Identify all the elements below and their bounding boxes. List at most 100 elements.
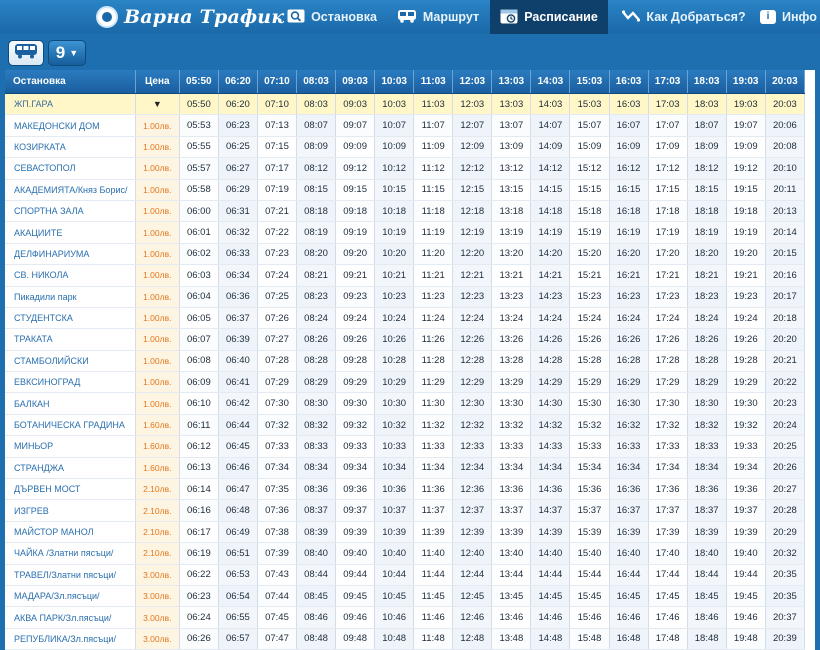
time-cell: 06:33 (218, 243, 258, 266)
time-cell: 20:23 (765, 392, 806, 415)
time-cell: 11:32 (413, 414, 454, 437)
nav-info[interactable]: i Инфо (760, 0, 820, 34)
time-cell: 05:55 (179, 136, 219, 159)
time-cell: 17:23 (648, 286, 688, 308)
stop-name-link[interactable]: СЕВАСТОПОЛ (5, 157, 136, 180)
line-number-dropdown[interactable]: 9 ▼ (48, 40, 86, 66)
time-cell: 06:44 (218, 414, 258, 437)
stop-name-link[interactable]: ЖП.ГАРА (5, 93, 136, 116)
stop-name-link[interactable]: ТРАКАТА (5, 328, 136, 351)
price-cell: 2.10лв. (135, 499, 180, 522)
time-cell: 20:29 (765, 521, 806, 544)
time-cell: 10:23 (374, 286, 415, 308)
time-cell: 06:41 (218, 371, 258, 394)
stop-name-link[interactable]: СПОРТНА ЗАЛА (5, 200, 136, 223)
stop-name-link[interactable]: МИНЬОР (5, 435, 136, 458)
table-row: РЕПУБЛИКА/Зл.пясъци/3.00лв. 06:26 06:57 07:… (5, 628, 806, 650)
stop-name-link[interactable]: СТРАНДЖА (5, 457, 136, 480)
stop-name-link[interactable]: ДЕЛФИНАРИУМА (5, 243, 136, 266)
stop-name-link[interactable]: ЕВКСИНОГРАД (5, 371, 136, 394)
stop-name-link[interactable]: СВ. НИКОЛА (5, 264, 136, 287)
time-cell: 13:45 (491, 585, 532, 608)
nav-stop[interactable]: Остановка (282, 0, 382, 34)
time-cell: 18:18 (687, 200, 727, 223)
time-cell: 06:09 (179, 371, 219, 394)
time-cell: 09:15 (335, 179, 376, 201)
time-cell: 14:21 (530, 264, 571, 287)
time-cell: 16:26 (609, 328, 649, 351)
header-time: 11:03 (413, 70, 454, 94)
table-row: МАЙСТОР МАНОЛ 2.10лв. 06:17 06:49 07:38 08:39… (5, 521, 806, 544)
header-time: 07:10 (257, 70, 298, 94)
stop-name-link[interactable]: МАЙСТОР МАНОЛ (5, 521, 136, 544)
time-cell: 07:10 (257, 93, 298, 116)
time-cell: 06:00 (179, 200, 219, 223)
price-cell: 1.00лв. (135, 114, 180, 137)
time-cell: 13:07 (491, 114, 532, 137)
time-cell: 19:48 (726, 628, 766, 650)
time-cell: 14:36 (530, 478, 571, 501)
stop-name-link[interactable]: СТУДЕНТСКА (5, 307, 136, 330)
time-cell: 16:18 (609, 200, 649, 223)
price-cell: 1.60лв. (135, 435, 180, 458)
time-cell: 18:28 (687, 350, 727, 373)
time-cell: 15:12 (569, 157, 610, 180)
time-cell: 11:09 (413, 136, 454, 159)
table-row: СТАМБОЛИЙСКИ 1.00лв. 06:08 06:40 07:28 08:28 0… (5, 350, 806, 373)
stop-name-link[interactable]: БОТАНИЧЕСКА ГРАДИНА (5, 414, 136, 437)
time-cell: 17:29 (648, 371, 688, 394)
time-cell: 10:45 (374, 585, 415, 608)
table-row: КОЗИРКАТА 1.00лв. 05:55 06:25 07:15 08:09 09:0… (5, 136, 806, 159)
stop-name-link[interactable]: АКАДЕМИЯТА/Княз Борис/ (5, 179, 136, 201)
time-cell: 13:44 (491, 564, 532, 586)
time-cell: 18:26 (687, 328, 727, 351)
price-cell: 1.00лв. (135, 264, 180, 287)
time-cell: 17:40 (648, 542, 688, 565)
time-cell: 14:46 (530, 606, 571, 629)
time-cell: 07:34 (257, 457, 298, 480)
time-cell: 15:46 (569, 606, 610, 629)
stop-name-link[interactable]: АКВА ПАРК/Зл.пясъци/ (5, 606, 136, 629)
time-cell: 10:40 (374, 542, 415, 565)
stop-name-link[interactable]: КОЗИРКАТА (5, 136, 136, 159)
stop-name-link[interactable]: ИЗГРЕВ (5, 499, 136, 522)
stop-name-link[interactable]: ДЪРВЕН МОСТ (5, 478, 136, 501)
time-cell: 12:30 (452, 392, 493, 415)
nav-route[interactable]: Маршрут (392, 0, 484, 34)
time-cell: 09:20 (335, 243, 376, 266)
time-cell: 06:17 (179, 521, 219, 544)
time-cell: 12:28 (452, 350, 493, 373)
time-cell: 13:26 (491, 328, 532, 351)
time-cell: 08:32 (296, 414, 337, 437)
time-cell: 15:19 (569, 221, 610, 244)
stop-name-link[interactable]: АКАЦИИТЕ (5, 221, 136, 244)
stop-name-link[interactable]: СТАМБОЛИЙСКИ (5, 350, 136, 373)
stop-name-link[interactable]: БАЛКАН (5, 392, 136, 415)
stop-name-link[interactable]: Пикадили парк (5, 286, 136, 308)
time-cell: 12:21 (452, 264, 493, 287)
time-cell: 18:12 (687, 157, 727, 180)
time-cell: 18:40 (687, 542, 727, 565)
first-stop-dropdown[interactable]: ▼ (135, 93, 180, 116)
price-cell: 3.00лв. (135, 606, 180, 629)
time-cell: 13:19 (491, 221, 532, 244)
line-selector-bar: 9 ▼ (0, 34, 820, 70)
time-cell: 19:23 (726, 286, 766, 308)
stop-name-link[interactable]: РЕПУБЛИКА/Зл.пясъци/ (5, 628, 136, 650)
brand-logo[interactable]: Варна Трафик (96, 2, 284, 32)
time-cell: 07:32 (257, 414, 298, 437)
stop-name-link[interactable]: ТРАВЕЛ/Златни пясъци/ (5, 564, 136, 586)
time-cell: 17:24 (648, 307, 688, 330)
vehicle-type-button[interactable] (8, 40, 44, 66)
stop-name-link[interactable]: МАКЕДОНСКИ ДОМ (5, 114, 136, 137)
stop-name-link[interactable]: МАДАРА/Зл.пясъци/ (5, 585, 136, 608)
time-cell: 17:39 (648, 521, 688, 544)
nav-directions[interactable]: Как Добраться? (620, 0, 748, 34)
time-cell: 20:25 (765, 435, 806, 458)
nav-schedule[interactable]: Расписание (490, 0, 608, 34)
stop-name-link[interactable]: ЧАЙКА /Златни пясъци/ (5, 542, 136, 565)
time-cell: 11:19 (413, 221, 454, 244)
time-cell: 08:37 (296, 499, 337, 522)
time-cell: 17:44 (648, 564, 688, 586)
time-cell: 17:34 (648, 457, 688, 480)
